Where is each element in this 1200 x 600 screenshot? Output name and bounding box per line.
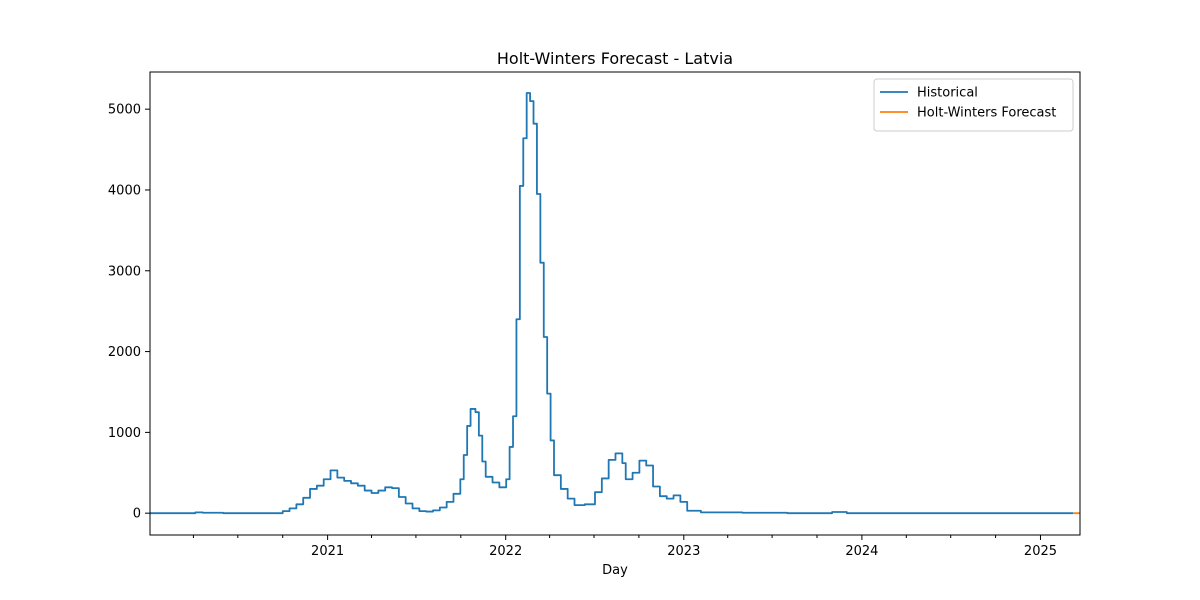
y-tick-label: 1000 [108, 426, 141, 441]
legend-label-historical: Historical [917, 86, 978, 101]
x-axis-label: Day [602, 563, 628, 578]
x-tick-label: 2022 [489, 544, 522, 559]
legend: Historical Holt-Winters Forecast [873, 78, 1074, 132]
y-tick-label: 5000 [108, 103, 141, 118]
y-tick-label: 4000 [108, 183, 141, 198]
y-tick-label: 2000 [108, 345, 141, 360]
axes: 0 1000 2000 3000 4000 5000 2021 2022 2023 2024 202… [108, 71, 1081, 559]
series-line-historical [150, 92, 1074, 515]
x-tick-label: 2025 [1024, 544, 1057, 559]
y-tick-label: 0 [133, 507, 141, 522]
legend-box [873, 78, 1074, 132]
legend-label-holt-winters-forecast: Holt-Winters Forecast [917, 106, 1056, 121]
axes-frame [149, 71, 1081, 536]
plot-area [150, 92, 1080, 515]
x-tick-label: 2021 [311, 544, 344, 559]
x-tick-label: 2023 [667, 544, 700, 559]
x-tick-label: 2024 [845, 544, 878, 559]
y-tick-label: 3000 [108, 264, 141, 279]
chart-title: Holt-Winters Forecast - Latvia [497, 49, 733, 68]
